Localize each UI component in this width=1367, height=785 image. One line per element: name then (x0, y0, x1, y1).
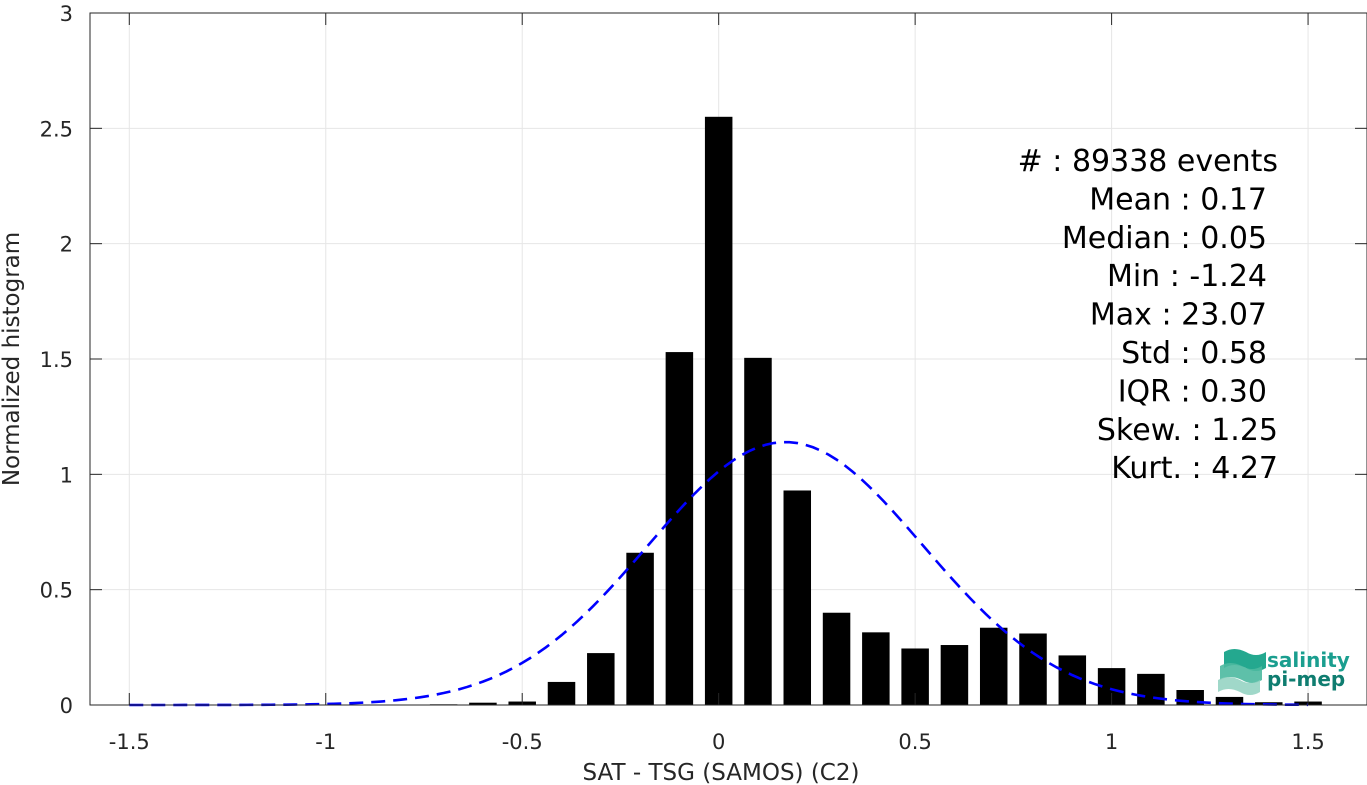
x-tick-label: 1.5 (1291, 730, 1324, 754)
x-tick-label: -0.5 (502, 730, 543, 754)
y-axis-title: Normalized histogram (0, 232, 25, 486)
y-tick-label: 3 (60, 2, 73, 26)
axis-ticks (90, 12, 1367, 706)
salinity-pi-mep-logo: salinity pi-mep (1218, 648, 1350, 695)
logo-waves-icon (1218, 649, 1266, 695)
histogram-bar (822, 612, 851, 705)
histogram-bar (940, 645, 969, 705)
x-tick-label: 1 (1105, 730, 1118, 754)
stat-line: IQR : 0.30 (1118, 374, 1267, 409)
stat-line: Std : 0.58 (1121, 336, 1267, 371)
x-tick-label: -1.5 (109, 730, 150, 754)
histogram-bar (547, 681, 576, 705)
logo-text-salinity: salinity (1267, 648, 1350, 672)
histogram-bars (390, 116, 1322, 706)
y-tick-label: 0 (60, 694, 73, 718)
stat-line: Mean : 0.17 (1089, 182, 1267, 217)
stat-line: Median : 0.05 (1062, 221, 1267, 256)
y-tick-label: 0.5 (40, 579, 73, 603)
y-tick-label: 1 (60, 463, 73, 487)
y-tick-label: 2.5 (40, 117, 73, 141)
gaussian-fit-curve (129, 440, 1309, 707)
histogram-bar (783, 490, 812, 705)
histogram-bar (1215, 696, 1244, 705)
stat-line: Max : 23.07 (1090, 298, 1267, 333)
histogram-bar (979, 627, 1008, 705)
histogram-bar (587, 653, 615, 705)
x-tick-label: -1 (315, 730, 336, 754)
stat-line: Kurt. : 4.27 (1111, 451, 1278, 486)
logo-text-pi-mep: pi-mep (1267, 667, 1345, 691)
histogram-bar (704, 116, 733, 706)
histogram-bar (469, 702, 497, 705)
y-tick-label: 2 (60, 233, 73, 257)
histogram-bar (1137, 673, 1165, 705)
x-tick-labels: -1.5 -1 -0.5 0 0.5 1 1.5 (109, 730, 1325, 754)
histogram-bar (626, 552, 654, 705)
histogram-bar (862, 632, 890, 705)
histogram-bar (665, 352, 694, 705)
histogram-bar (1019, 633, 1047, 705)
stat-line: Skew. : 1.25 (1097, 413, 1278, 448)
histogram-bar (1058, 655, 1087, 705)
x-axis-title: SAT - TSG (SAMOS) (C2) (583, 760, 860, 785)
stat-line: Min : -1.24 (1107, 259, 1267, 294)
x-tick-label: 0.5 (898, 730, 931, 754)
y-tick-label: 1.5 (40, 348, 73, 372)
histogram-bar (744, 357, 772, 705)
y-tick-labels: 0 0.5 1 1.5 2 2.5 3 (40, 2, 73, 718)
stat-line: # : 89338 events (1018, 144, 1278, 179)
x-tick-label: 0 (712, 730, 725, 754)
